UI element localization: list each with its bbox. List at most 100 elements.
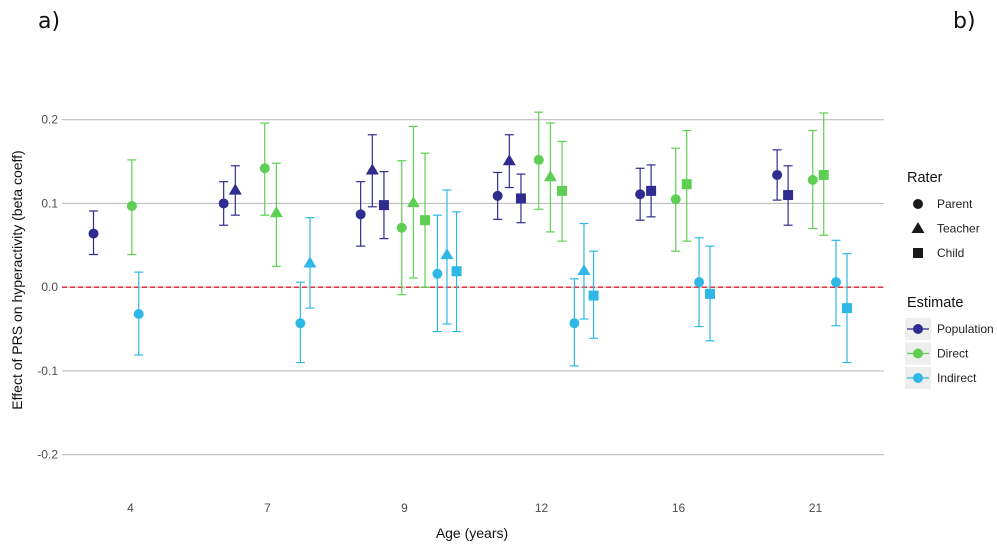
legend-dot-icon [913, 373, 923, 383]
point-marker-circle [807, 174, 818, 185]
x-tick-label: 16 [672, 501, 686, 515]
point-marker-circle [88, 228, 99, 239]
point-population-parent-age-9 [355, 181, 366, 247]
point-indirect-parent-age-4 [133, 271, 144, 356]
point-marker-circle [492, 190, 503, 201]
point-marker-square [705, 288, 716, 299]
point-population-teacher-age-12 [502, 134, 516, 189]
point-marker-triangle [406, 196, 420, 208]
point-marker-square [588, 290, 599, 301]
point-direct-parent-age-7 [259, 122, 270, 216]
point-marker-circle [635, 189, 646, 200]
point-marker-square [681, 179, 692, 190]
x-tick-label: 7 [264, 501, 271, 515]
point-marker-square [378, 200, 389, 211]
legend-rater-label: Child [937, 246, 964, 260]
legend-estimate-direct: Direct [905, 342, 969, 365]
point-marker-circle [133, 308, 144, 319]
point-marker-triangle [577, 263, 591, 275]
point-indirect-teacher-age-12 [577, 222, 591, 320]
data-points [88, 111, 853, 367]
point-marker-circle [670, 194, 681, 205]
panel-label-a: a) [38, 9, 60, 34]
legend-estimate-label: Indirect [937, 371, 977, 385]
x-axis-ticks: 4 7 9 12 16 21 [127, 501, 822, 515]
point-population-child-age-21 [783, 165, 794, 226]
point-population-teacher-age-7 [228, 165, 242, 216]
legend: Rater Parent Teacher Child Estimate Popula… [900, 160, 997, 396]
point-direct-parent-age-4 [126, 159, 137, 256]
point-marker-triangle [502, 154, 516, 166]
point-indirect-child-age-16 [705, 245, 716, 342]
point-direct-child-age-16 [681, 129, 692, 242]
point-marker-circle [694, 277, 705, 288]
legend-estimate-indirect: Indirect [905, 367, 977, 389]
point-marker-circle [259, 163, 270, 174]
legend-estimate-population: Population [905, 318, 994, 340]
legend-rater-title: Rater [907, 170, 943, 186]
legend-dot-icon [913, 348, 923, 359]
point-indirect-teacher-age-9 [440, 189, 454, 325]
x-tick-label: 12 [535, 501, 549, 515]
point-marker-circle [126, 200, 137, 211]
point-marker-circle [295, 318, 306, 329]
y-axis-ticks: -0.2 -0.1 0.0 0.1 0.2 [37, 113, 58, 462]
legend-rater-parent: Parent [913, 197, 973, 211]
legend-triangle-icon [911, 222, 925, 233]
point-indirect-teacher-age-7 [303, 217, 317, 309]
point-indirect-parent-age-9 [432, 214, 443, 333]
y-tick-label: 0.1 [41, 196, 58, 210]
x-tick-label: 9 [401, 501, 408, 515]
point-marker-circle [533, 154, 544, 165]
point-indirect-child-age-21 [842, 253, 853, 364]
point-population-parent-age-12 [492, 171, 503, 220]
point-marker-circle [432, 268, 443, 279]
point-direct-teacher-age-9 [406, 125, 420, 279]
legend-circle-icon [913, 199, 923, 209]
point-marker-square [451, 266, 462, 277]
point-population-teacher-age-9 [365, 134, 379, 208]
point-marker-circle [772, 169, 783, 180]
legend-estimate-label: Population [937, 322, 994, 336]
point-direct-child-age-21 [818, 112, 829, 236]
point-indirect-parent-age-21 [831, 239, 842, 327]
point-marker-circle [355, 209, 366, 220]
legend-estimate-title: Estimate [907, 295, 963, 311]
point-population-parent-age-21 [772, 149, 783, 201]
legend-rater-teacher: Teacher [911, 222, 980, 236]
point-indirect-child-age-12 [588, 250, 599, 339]
legend-rater-label: Teacher [937, 222, 980, 236]
point-direct-child-age-9 [420, 152, 431, 288]
point-population-child-age-12 [515, 173, 526, 224]
point-marker-triangle [269, 206, 283, 218]
y-tick-label: 0.0 [41, 280, 58, 294]
point-direct-parent-age-16 [670, 147, 681, 252]
point-marker-square [842, 303, 853, 314]
point-marker-square [783, 190, 794, 201]
point-marker-triangle [440, 248, 454, 260]
point-direct-teacher-age-7 [269, 162, 283, 267]
point-marker-circle [831, 277, 842, 288]
legend-rater-label: Parent [937, 197, 973, 211]
point-indirect-child-age-9 [451, 211, 462, 333]
point-marker-square [515, 193, 526, 204]
point-direct-teacher-age-12 [543, 122, 557, 233]
point-marker-triangle [543, 170, 557, 182]
point-direct-parent-age-21 [807, 129, 818, 230]
point-direct-child-age-12 [557, 140, 568, 242]
point-marker-circle [569, 318, 580, 329]
point-population-child-age-9 [378, 171, 389, 240]
point-direct-parent-age-9 [396, 160, 407, 296]
point-marker-triangle [365, 163, 379, 175]
point-marker-circle [396, 222, 407, 233]
legend-dot-icon [913, 324, 923, 334]
point-marker-circle [218, 198, 229, 209]
legend-estimate-items: Population Direct Indirect [905, 318, 994, 389]
y-tick-label: 0.2 [41, 113, 58, 127]
point-population-child-age-16 [646, 164, 657, 218]
y-tick-label: -0.2 [37, 448, 58, 462]
panel-label-b: b) [953, 9, 976, 34]
point-marker-square [420, 215, 431, 226]
x-tick-label: 21 [809, 501, 823, 515]
